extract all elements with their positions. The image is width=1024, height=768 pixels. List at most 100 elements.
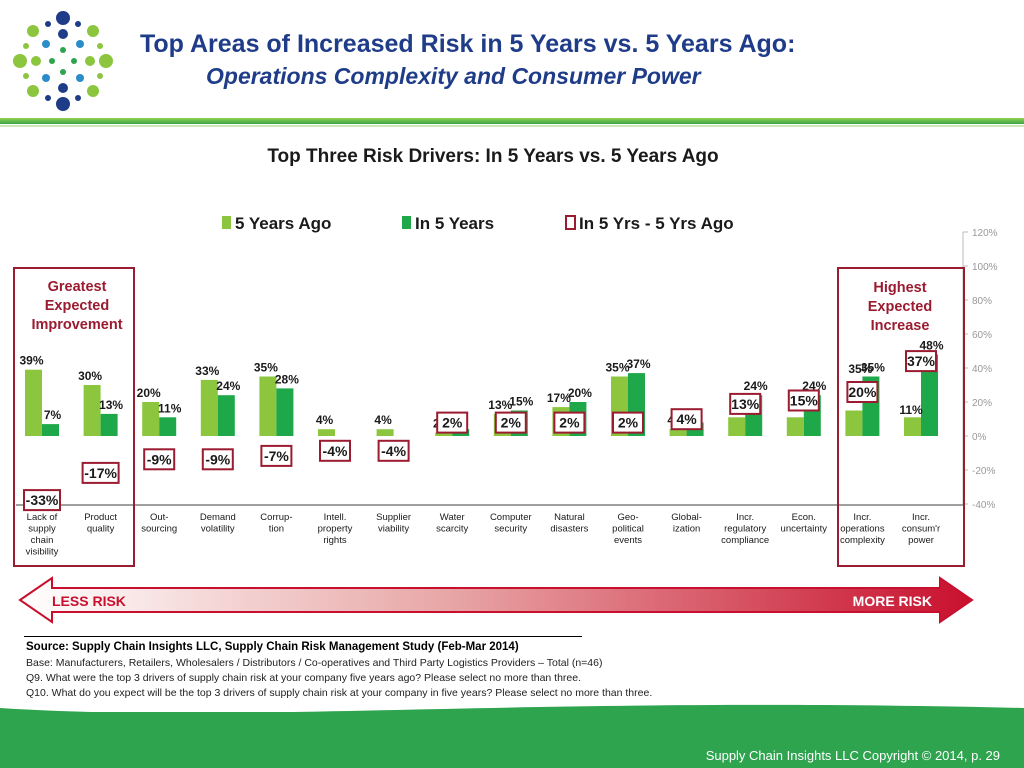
category-label: political <box>612 524 644 535</box>
category-label: Product <box>84 512 117 523</box>
diff-label: -33% <box>26 492 59 508</box>
legend-label: In 5 Yrs - 5 Yrs Ago <box>579 214 734 233</box>
bar-5-years-ago <box>142 402 160 436</box>
logo-dot <box>85 56 95 66</box>
bar-5-years-ago <box>25 369 42 436</box>
logo-dot <box>56 97 70 111</box>
bar-5-years-ago <box>904 417 921 436</box>
diff-label: 4% <box>676 411 697 427</box>
y-tick-label: 0% <box>972 432 987 443</box>
y-tick-label: 100% <box>972 262 998 273</box>
bar-in-5-years <box>42 424 59 436</box>
slide-title: Top Areas of Increased Risk in 5 Years v… <box>140 30 796 58</box>
logo-dot <box>31 56 41 66</box>
bar-5-years-ago <box>200 379 218 436</box>
category-label: events <box>614 535 642 546</box>
diff-box <box>729 392 762 415</box>
logo-dot <box>58 29 68 39</box>
category-label: Geo- <box>617 512 638 523</box>
diff-box <box>612 411 644 434</box>
value-label-5-years-ago: 11% <box>899 403 923 417</box>
value-label-5-years-ago: 13% <box>488 398 512 412</box>
category-label: disasters <box>550 524 588 535</box>
category-label: Global- <box>671 512 702 523</box>
diff-label: 20% <box>848 384 877 400</box>
bar-in-5-years <box>159 417 177 436</box>
diff-label: 2% <box>442 415 463 431</box>
value-label-5-years-ago: 30% <box>78 369 102 383</box>
company-logo <box>13 11 113 111</box>
value-label-5-years-ago: 35% <box>605 361 629 375</box>
diff-label: -7% <box>264 448 289 464</box>
diff-label: -9% <box>147 451 172 467</box>
bar-5-years-ago <box>786 417 804 436</box>
category-label: Demand <box>200 512 236 523</box>
logo-dot <box>49 58 55 64</box>
y-tick-label: 120% <box>972 228 998 239</box>
bar-in-5-years <box>100 413 118 436</box>
diff-label: 15% <box>790 393 819 409</box>
diff-label: 2% <box>618 415 639 431</box>
y-tick-label: -20% <box>972 466 995 477</box>
value-label-in-5-years: 13% <box>99 398 123 412</box>
category-label: regulatory <box>724 524 766 535</box>
bar-5-years-ago <box>259 376 277 436</box>
category-label: supply <box>28 524 56 535</box>
category-label: Natural <box>554 512 585 523</box>
diff-label: 2% <box>501 415 522 431</box>
category-label: security <box>494 524 527 535</box>
callout-greatest-improvement-text: Improvement <box>31 317 122 333</box>
value-label-5-years-ago: 4% <box>316 413 334 427</box>
value-label-in-5-years: 20% <box>568 386 592 400</box>
logo-dot <box>13 54 27 68</box>
category-label: Incr. <box>912 512 930 523</box>
bar-5-years-ago <box>318 429 335 436</box>
value-label-5-years-ago: 4% <box>374 413 392 427</box>
logo-dot <box>87 85 99 97</box>
value-label-5-years-ago: 20% <box>137 386 161 400</box>
logo-dot <box>23 43 29 49</box>
value-label-5-years-ago: 35% <box>848 362 872 376</box>
category-label: complexity <box>840 535 885 546</box>
legend-swatch <box>402 216 411 229</box>
diff-box <box>23 489 61 512</box>
callout-highest-increase-text: Highest <box>873 280 926 296</box>
category-label: operations <box>840 524 885 535</box>
category-label: power <box>908 535 934 546</box>
bar-5-years-ago <box>83 385 101 436</box>
bar-5-years-ago <box>845 410 863 436</box>
bar-in-5-years <box>276 388 294 436</box>
diff-box <box>260 444 293 467</box>
category-label: consum'r <box>902 524 940 535</box>
source-rule <box>24 636 582 637</box>
category-label: Out- <box>150 512 168 523</box>
diff-box <box>319 439 351 462</box>
value-label-5-years-ago: 17% <box>547 391 571 405</box>
category-label: Lack of <box>27 512 58 523</box>
category-label: volatility <box>201 524 235 535</box>
diff-label: -17% <box>84 465 117 481</box>
value-label-in-5-years: 35% <box>861 361 885 375</box>
value-label-in-5-years: 24% <box>744 379 768 393</box>
diff-label: 2% <box>559 415 580 431</box>
category-label: Incr. <box>736 512 754 523</box>
value-label-in-5-years: 11% <box>158 401 182 415</box>
logo-dot <box>76 40 84 48</box>
legend-label: In 5 Years <box>415 214 494 233</box>
legend-label: 5 Years Ago <box>235 214 331 233</box>
diff-box <box>846 381 879 403</box>
diff-box <box>143 448 176 471</box>
y-tick-label: 60% <box>972 330 992 341</box>
category-label: chain <box>31 535 54 546</box>
copyright-text: Supply Chain Insights LLC Copyright © 20… <box>705 748 1000 763</box>
arrow-label-more-risk: MORE RISK <box>853 593 932 609</box>
risk-drivers-chart: Top Three Risk Drivers: In 5 Years vs. 5… <box>13 146 998 624</box>
logo-dot <box>97 43 103 49</box>
bar-5-years-ago <box>376 429 394 436</box>
logo-dot <box>87 25 99 37</box>
logo-dot <box>27 85 39 97</box>
y-tick-label: 40% <box>972 364 992 375</box>
legend-swatch <box>565 215 576 230</box>
category-label: Intell. <box>324 512 347 523</box>
callout-highest-increase-text: Expected <box>868 299 932 315</box>
